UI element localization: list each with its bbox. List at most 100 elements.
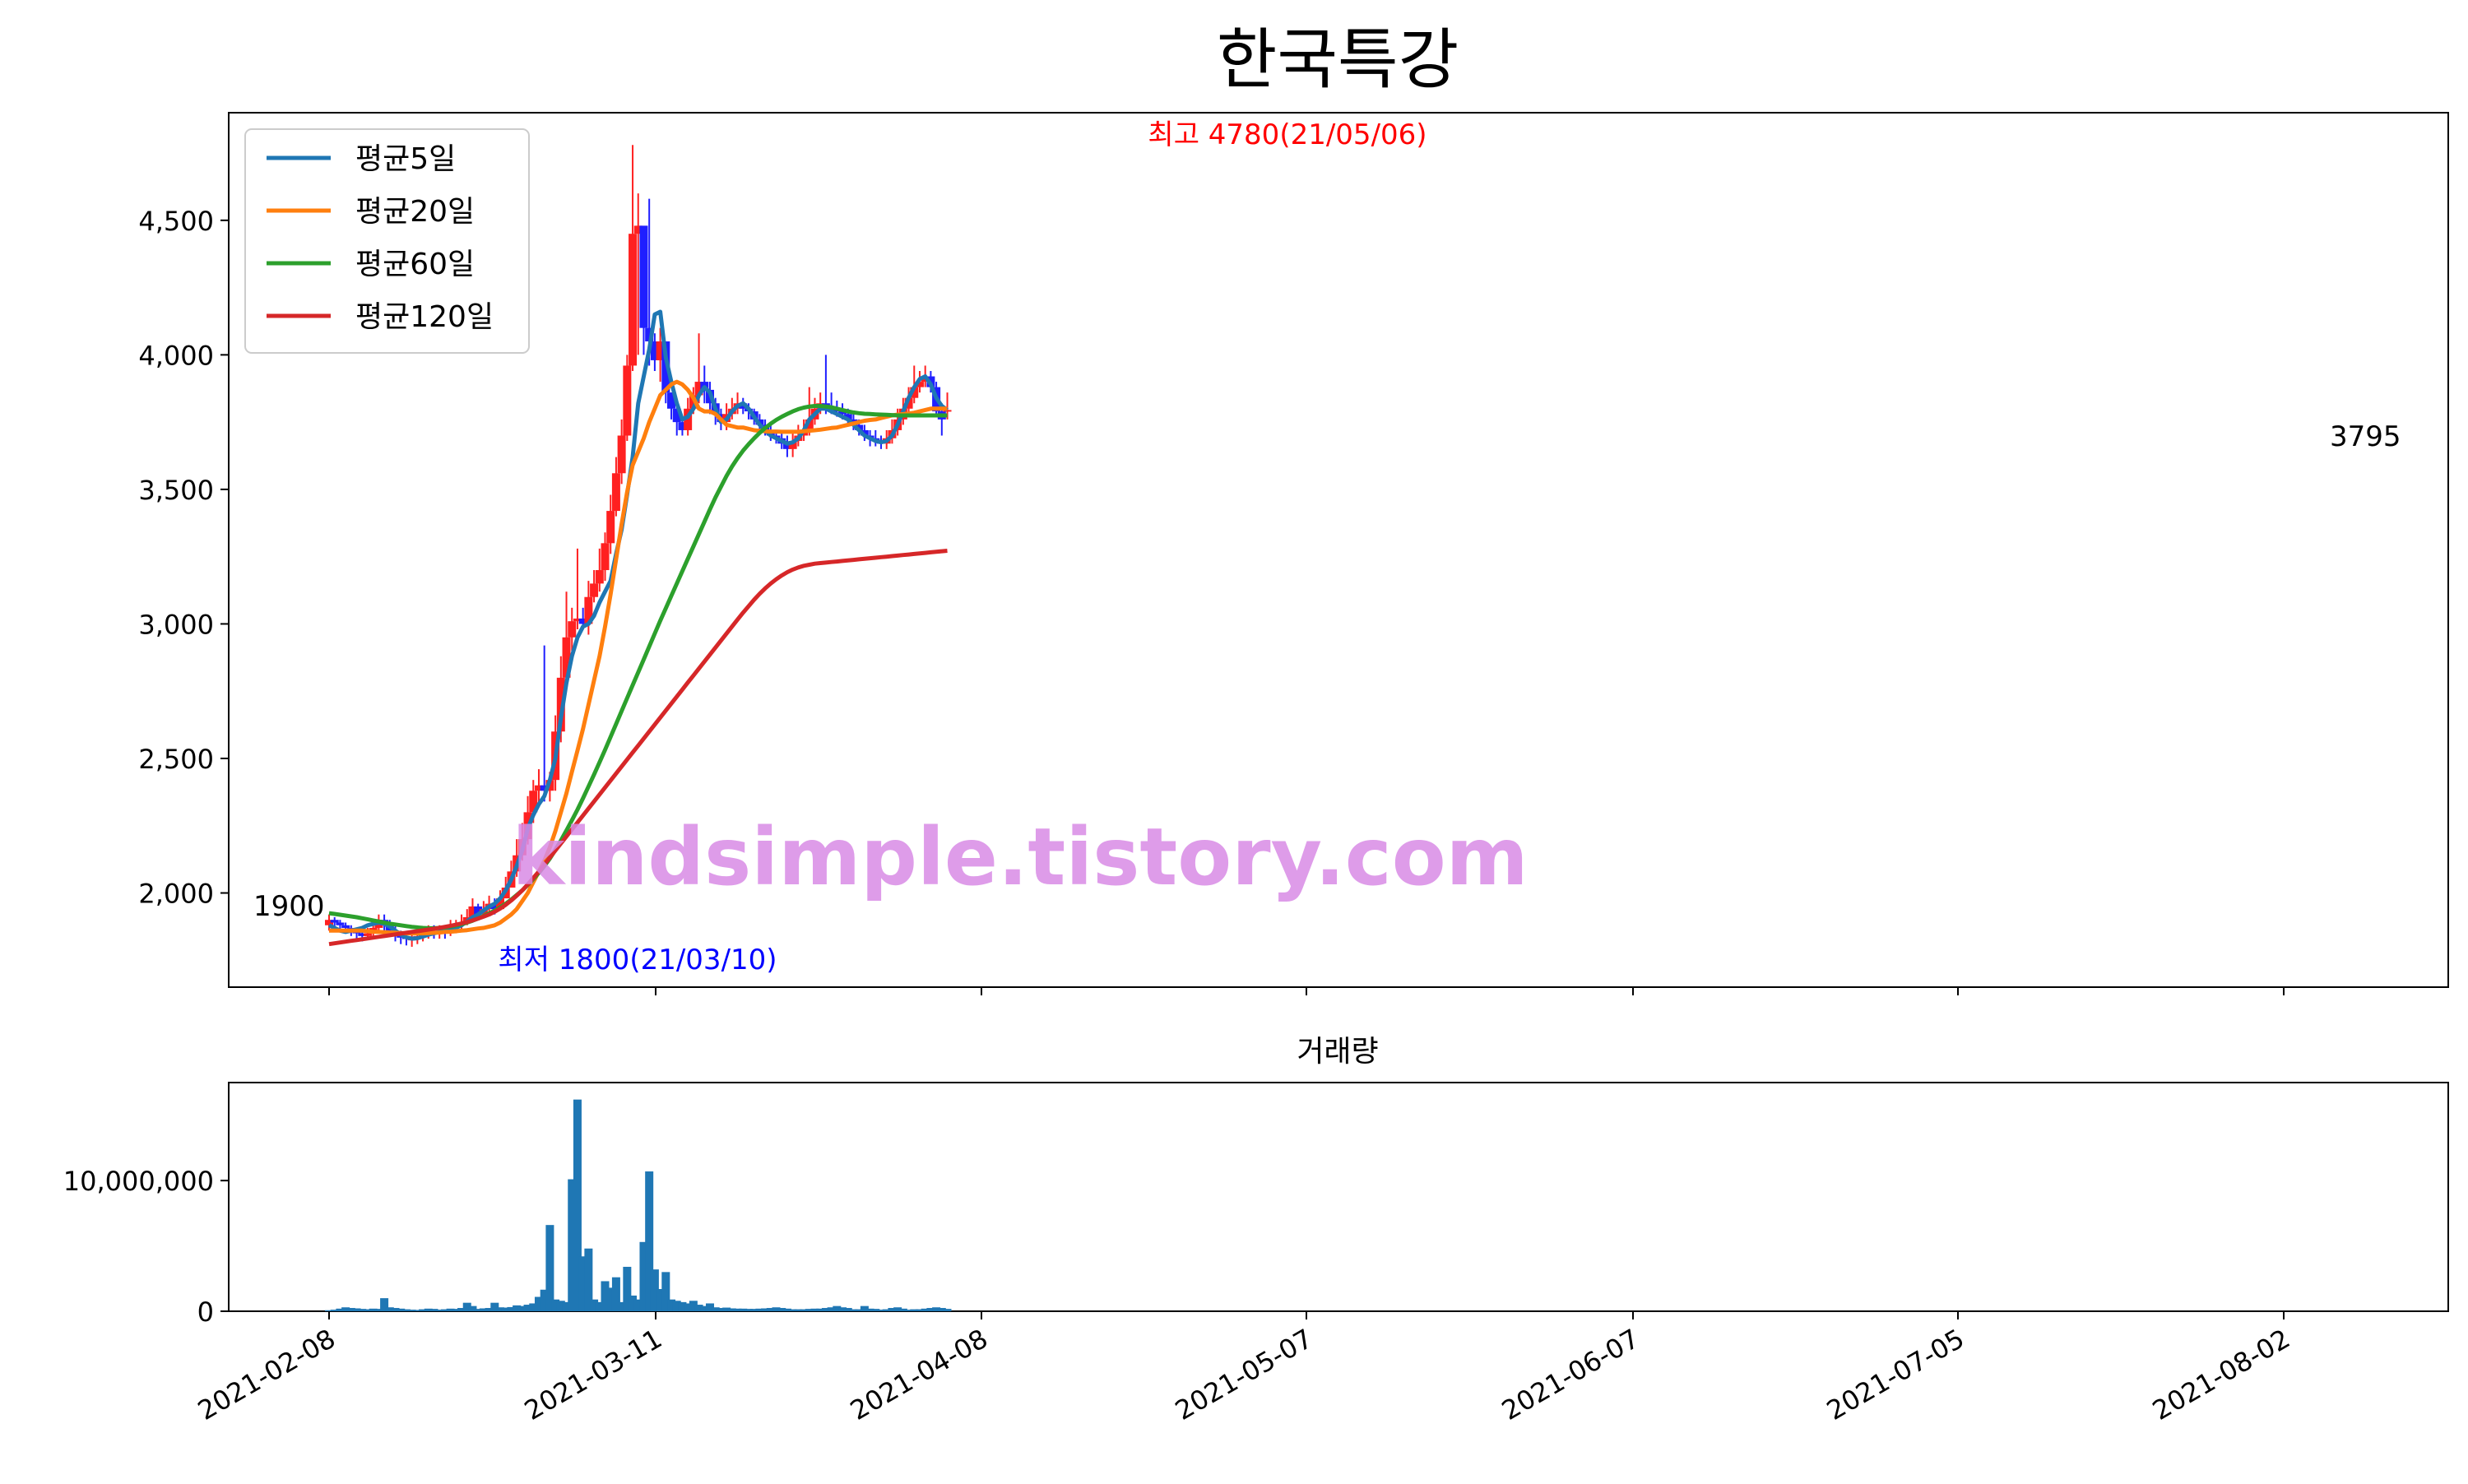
ma-line-평균120일 (328, 549, 948, 947)
volume-bar (910, 1309, 919, 1311)
volume-bar (617, 1301, 626, 1311)
candle-body (573, 618, 582, 622)
first-close-annotation: 1900 (253, 890, 325, 923)
volume-bar (479, 1308, 488, 1311)
volume-bar (943, 1309, 952, 1311)
volume-bar (385, 1307, 394, 1311)
volume-bar (749, 1309, 758, 1311)
candle-body (490, 903, 499, 910)
watermark: kindsimple.tistory.com (512, 811, 1528, 903)
volume-bar (684, 1303, 693, 1311)
volume-bar (772, 1307, 781, 1311)
candle-body (843, 414, 852, 420)
volume-bar (595, 1301, 604, 1311)
chart-legend: 평균5일 평균20일 평균60일 평균120일 (244, 128, 530, 354)
last-close-annotation: 3795 (2330, 420, 2401, 453)
volume-bar (838, 1307, 847, 1311)
volume-bar (888, 1308, 897, 1311)
volume-bar (419, 1309, 428, 1311)
volume-bar (805, 1309, 814, 1311)
candle-body (584, 596, 593, 624)
volume-bar (810, 1308, 819, 1311)
price-y-tick-label: 2,000 (138, 879, 214, 910)
candle-body (656, 341, 665, 360)
price-panel: 2,000 2,500 3,000 3,500 4,000 4,500 (138, 112, 2449, 995)
volume-bar (369, 1308, 378, 1311)
volume-bar (325, 1310, 333, 1311)
volume-bar (849, 1309, 858, 1311)
candle-body (540, 785, 549, 791)
candle-body (578, 618, 587, 624)
legend-label-5: 평균5일 (355, 142, 456, 176)
volume-bar (639, 1241, 648, 1311)
candle-body (904, 397, 913, 409)
volume-bar (915, 1309, 924, 1311)
volume-bar (440, 1309, 449, 1311)
volume-bar (540, 1289, 549, 1311)
candle-body (684, 408, 693, 430)
volume-bar (397, 1308, 406, 1311)
chart-title: 한국특강 (1217, 21, 1459, 98)
volume-bar (507, 1306, 516, 1311)
volume-bar (584, 1248, 593, 1311)
volume-bar (562, 1301, 571, 1311)
volume-bar (346, 1308, 355, 1311)
volume-bar (424, 1308, 433, 1311)
candle-body (661, 341, 670, 393)
volume-bar (932, 1307, 941, 1311)
volume-bar (330, 1310, 339, 1311)
volume-bar (496, 1307, 505, 1311)
candle-body (910, 387, 919, 398)
volume-bar (573, 1099, 582, 1311)
volume-bar (407, 1310, 416, 1311)
volume-bar (694, 1305, 703, 1311)
volume-bar (722, 1307, 731, 1311)
candle-body (645, 327, 654, 342)
volume-bar (501, 1307, 510, 1311)
volume-bar (739, 1308, 748, 1311)
volume-bar (429, 1309, 438, 1311)
volume-bar (700, 1305, 709, 1311)
price-y-tick-label: 3,000 (138, 609, 214, 640)
candle-body (611, 473, 620, 512)
volume-bar (833, 1305, 842, 1311)
volume-bar (782, 1308, 791, 1311)
volume-bar (611, 1277, 620, 1311)
volume-bar (601, 1281, 610, 1311)
volume-bar (689, 1301, 698, 1311)
volume-bar (462, 1302, 471, 1311)
volume-bar (661, 1272, 670, 1311)
volume-bar (590, 1299, 599, 1311)
candle-body (650, 341, 659, 360)
volume-bar (766, 1308, 775, 1311)
candle-body (915, 382, 924, 387)
volume-bar (380, 1298, 389, 1311)
candle-body (639, 225, 648, 328)
volume-bar (711, 1307, 720, 1311)
volume-bar (893, 1307, 902, 1311)
legend-label-60: 평균60일 (355, 248, 475, 281)
low-annotation: 최저 1800(21/03/10) (498, 944, 777, 976)
volume-y-tick-label: 0 (197, 1296, 214, 1328)
volume-bar (877, 1310, 885, 1311)
volume-bar (485, 1308, 494, 1311)
legend-box (244, 128, 530, 354)
volume-bar (452, 1309, 461, 1311)
volume-bar (656, 1288, 665, 1311)
price-y-tick-label: 3,500 (138, 475, 214, 506)
volume-bar (678, 1301, 687, 1311)
candle-body (496, 898, 505, 910)
price-y-tick-label: 4,500 (138, 206, 214, 237)
volume-bar (667, 1299, 676, 1311)
volume-bar (401, 1309, 411, 1311)
volume-bar (755, 1308, 764, 1311)
candle-body (617, 435, 626, 474)
candle-body (943, 410, 952, 412)
candle-body (694, 382, 703, 396)
volume-plot-frame (228, 1082, 2449, 1312)
candle-body (788, 441, 797, 449)
volume-y-tick-label: 10,000,000 (63, 1166, 214, 1197)
volume-bar (705, 1303, 714, 1311)
volume-bar (474, 1309, 483, 1311)
